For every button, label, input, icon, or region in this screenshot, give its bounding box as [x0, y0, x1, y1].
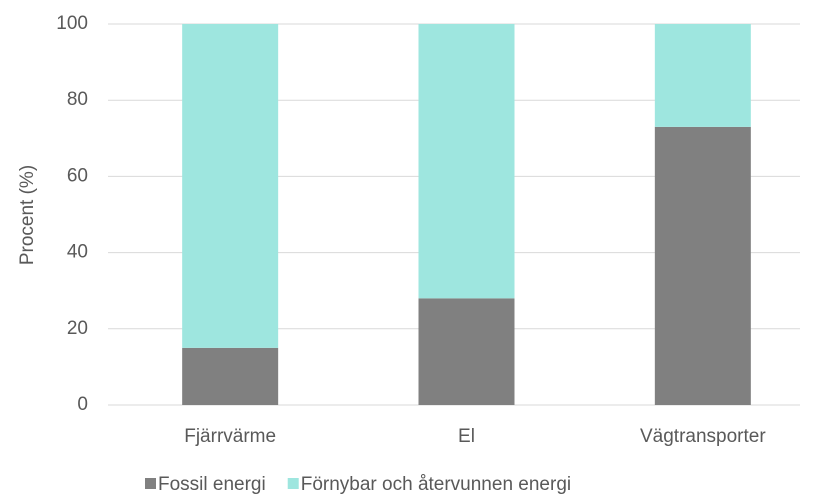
y-tick-label: 80: [67, 89, 88, 110]
legend-label: Förnybar och återvunnen energi: [301, 474, 571, 495]
x-tick-label: Vägtransporter: [640, 426, 766, 447]
bar-segment: [654, 126, 751, 406]
bar-segment: [418, 298, 515, 405]
bar-segment: [182, 347, 279, 405]
bar-segment: [418, 24, 515, 299]
y-tick-label: 100: [56, 13, 88, 34]
legend-label: Fossil energi: [158, 474, 266, 495]
y-tick-label: 0: [77, 394, 88, 415]
legend-swatch: [287, 478, 299, 489]
y-tick-label: 40: [67, 242, 88, 263]
legend-swatch: [145, 478, 156, 489]
y-axis-label: Procent (%): [17, 165, 38, 265]
x-tick-label: El: [458, 426, 475, 447]
y-tick-label: 60: [67, 165, 88, 186]
y-tick-label: 20: [67, 318, 88, 339]
x-tick-label: Fjärrvärme: [184, 426, 276, 447]
bar-segment: [654, 24, 751, 127]
bar-segment: [182, 24, 279, 348]
